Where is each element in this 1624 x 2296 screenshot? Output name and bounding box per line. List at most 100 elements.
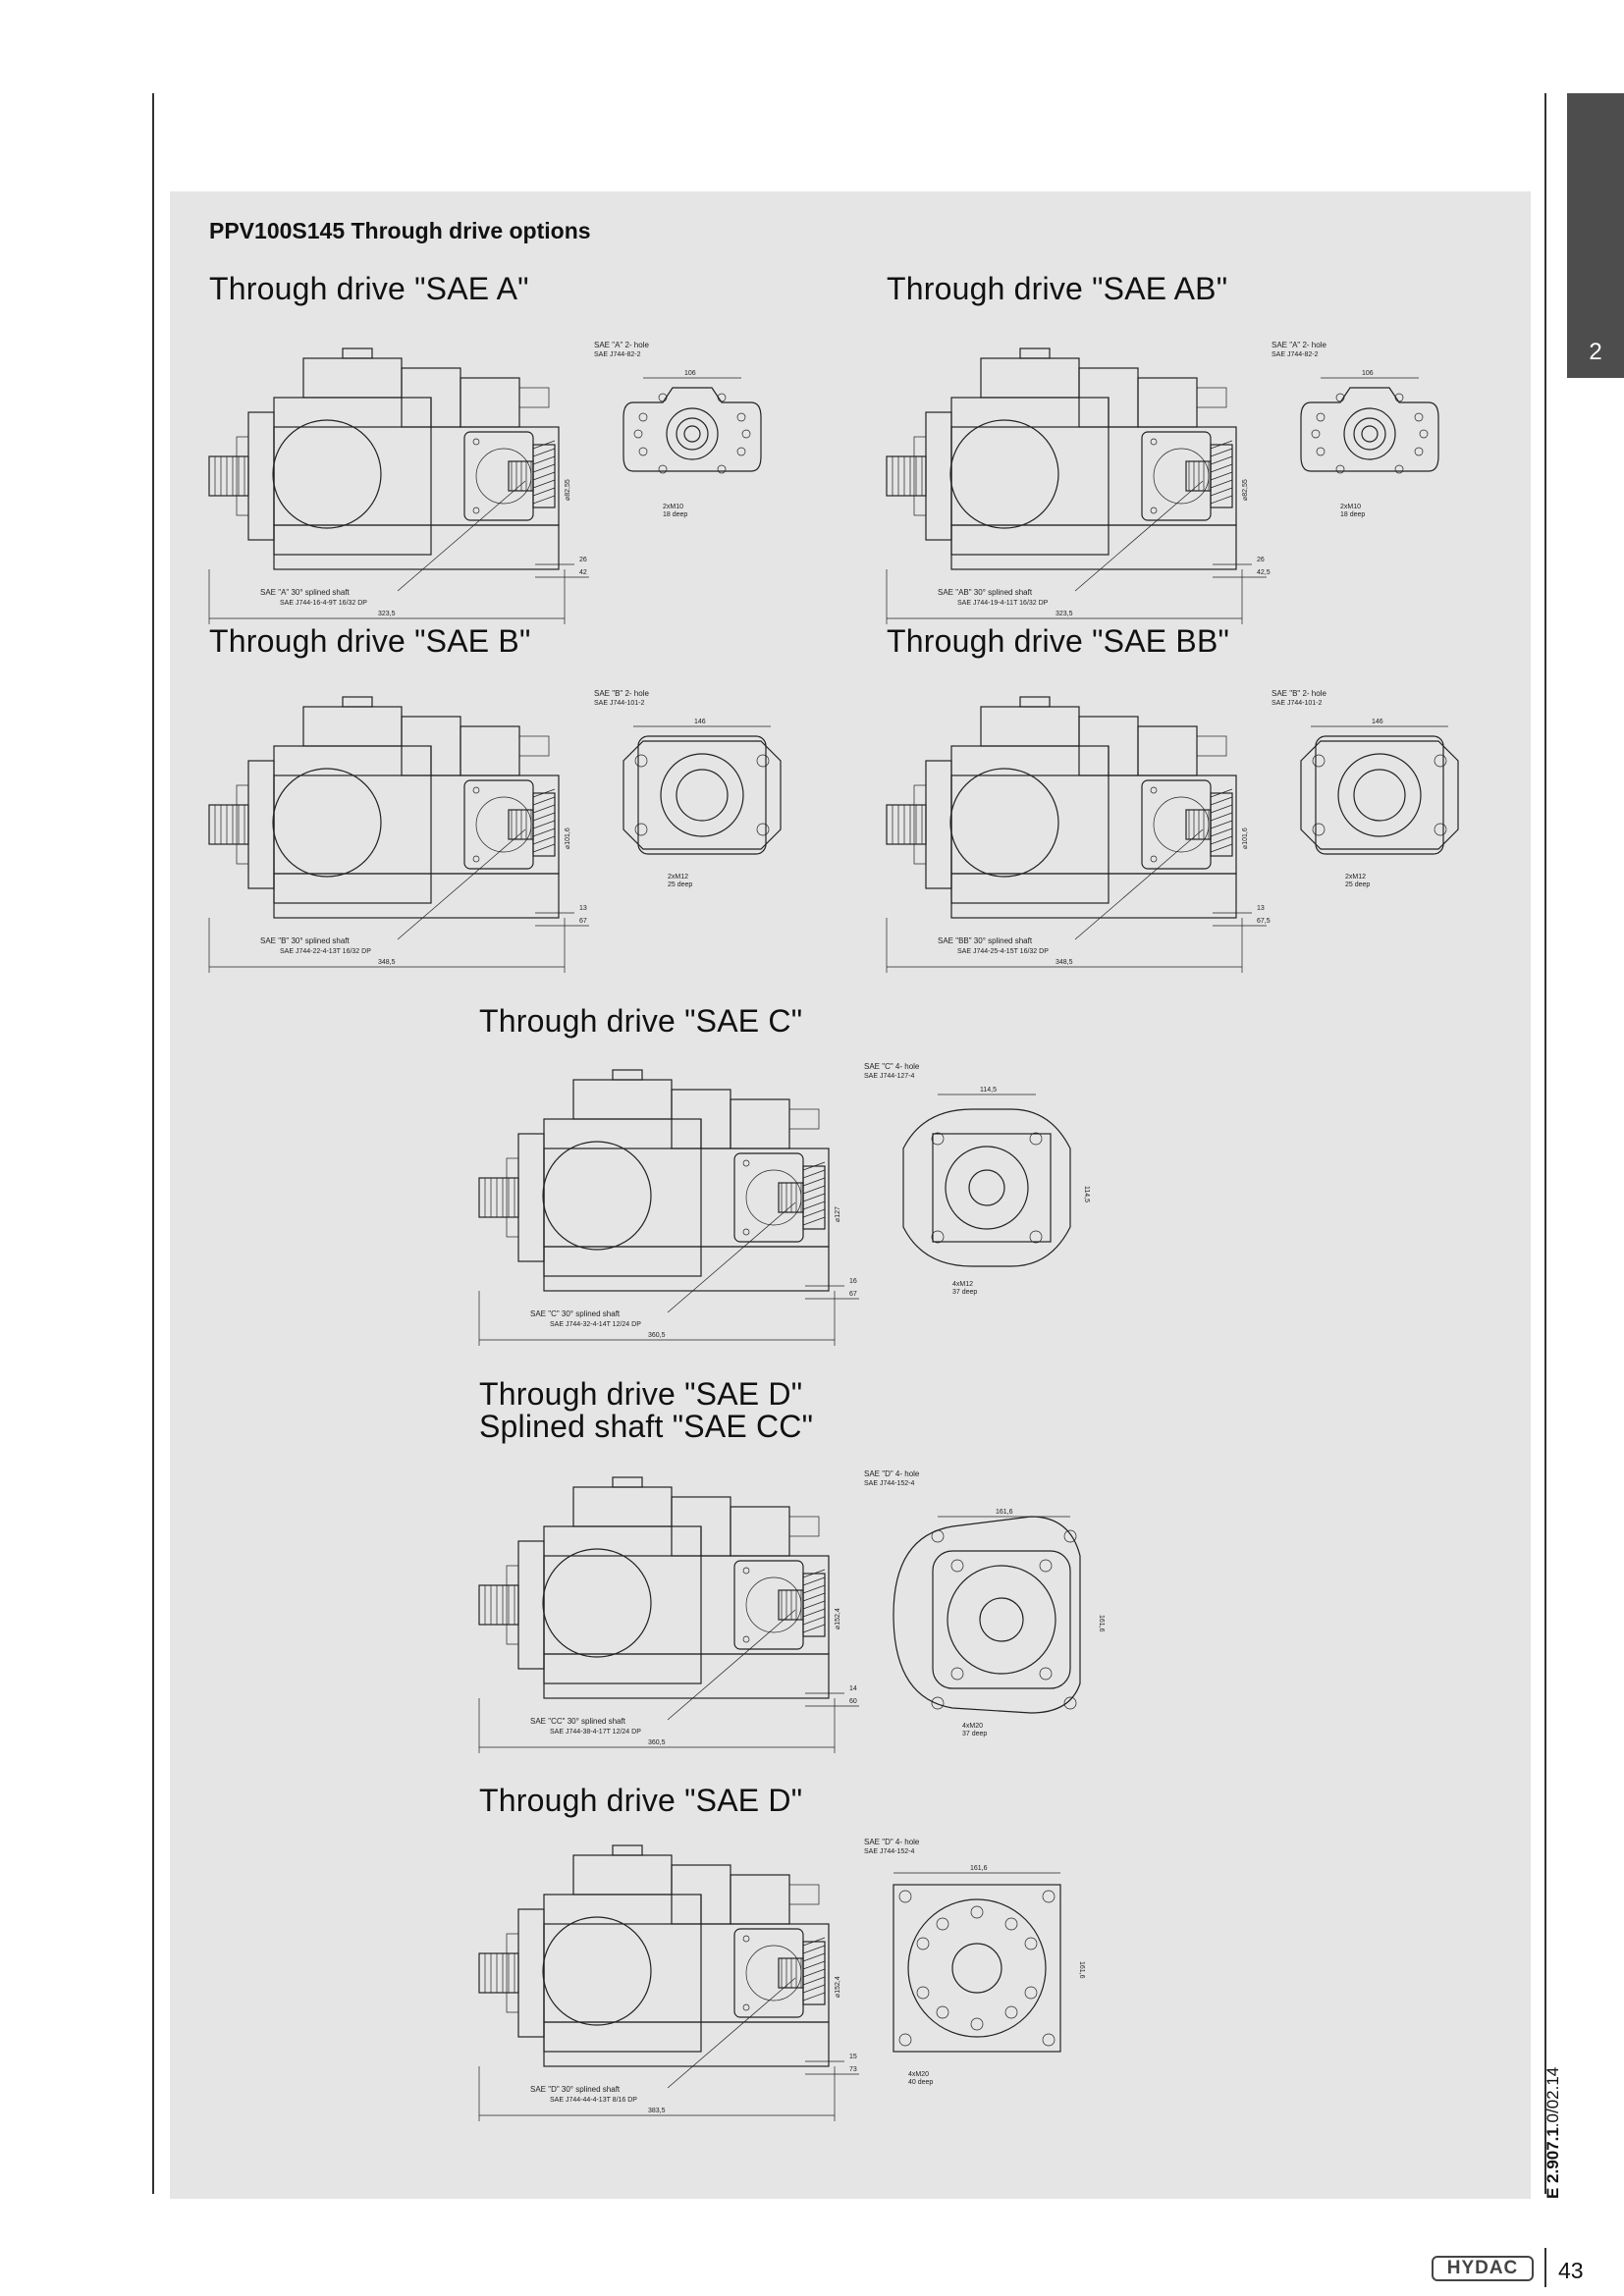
bolt-depth: 18 deep (1340, 511, 1365, 518)
flange-hole-label: SAE "B" 2- hole (594, 689, 649, 698)
section-title-sae-a: Through drive "SAE A" (209, 271, 529, 306)
chapter-tab (1567, 93, 1624, 378)
drawing-sae-b: ⌀101,6 13 67 SAE "B" 2- hole SAE J744-101-2 S… (201, 682, 800, 977)
shaft-std: SAE J744-32-4-14T 12/24 DP (550, 1321, 641, 1328)
drawing-sae-ab: ⌀82,55 26 42,5 SAE "A" 2- hole SAE J744-82-2… (879, 334, 1478, 628)
section-subtitle-sae-cc: Splined shaft "SAE CC" (479, 1409, 814, 1444)
hydac-logo: HYDAC (1432, 2256, 1534, 2281)
drawing-svg: ⌀152,4 14 60 SAE "D" 4- hole SAE J744-152-4 S… (478, 1469, 1105, 1753)
drawing-sae-d-cc: ⌀152,4 14 60 SAE "D" 4- hole SAE J744-152-4 S… (471, 1463, 1218, 1806)
section-title-sae-b: Through drive "SAE B" (209, 623, 531, 659)
pump-side-view (478, 1844, 830, 2067)
document-code-main: E 2.907.1 (1543, 2127, 1562, 2199)
right-margin-rule (1544, 93, 1546, 2194)
drawing-svg: ⌀152,4 15 73 SAE "D" 4- hole SAE J744-152-4 S… (478, 1838, 1085, 2121)
overall-length-dim: 323,5 (1056, 611, 1073, 617)
overall-length-dim: 348,5 (378, 959, 396, 966)
shaft-std: SAE J744-22-4-13T 16/32 DP (280, 948, 371, 955)
pump-side-view (886, 696, 1237, 919)
shaft-label: SAE "CC" 30° splined shaft (530, 1717, 626, 1726)
page-title: PPV100S145 Through drive options (209, 218, 591, 243)
flange-height-dim: 161,6 (1078, 1961, 1085, 1979)
bolt-spec: 2xM10 (663, 504, 683, 510)
flange-hole-label: SAE "C" 4- hole (864, 1062, 920, 1071)
bolt-depth: 25 deep (1345, 881, 1370, 888)
bolt-spec: 2xM10 (1340, 504, 1361, 510)
flange-hole-std: SAE J744-82-2 (594, 351, 641, 358)
flange-height-dim: 161,6 (1098, 1615, 1105, 1632)
page-number: 43 (1558, 2258, 1584, 2283)
drawing-sae-c: ⌀127 16 67 SAE "C" 4- hole SAE J744-127-4 SAE… (471, 1055, 1218, 1399)
depth-dim-2: 67 (849, 1291, 857, 1298)
pilot-diameter-dim: ⌀101,6 (565, 828, 571, 849)
bolt-depth: 25 deep (668, 881, 692, 888)
section-title-sae-d: Through drive "SAE D" (479, 1783, 803, 1818)
shaft-label: SAE "BB" 30° splined shaft (938, 936, 1033, 945)
shaft-std: SAE J744-16-4-9T 16/32 DP (280, 600, 367, 607)
shaft-label: SAE "D" 30° splined shaft (530, 2085, 621, 2094)
pump-side-view (208, 696, 560, 919)
flange-hole-std: SAE J744-152-4 (864, 1848, 914, 1855)
flange-width-dim: 146 (694, 719, 706, 725)
flange-hole-label: SAE "D" 4- hole (864, 1469, 920, 1478)
flange-hole-std: SAE J744-127-4 (864, 1073, 914, 1080)
page-number-separator (1544, 2248, 1546, 2287)
depth-dim-1: 16 (849, 1278, 857, 1285)
pump-side-view (478, 1069, 830, 1292)
flange-width-dim: 146 (1372, 719, 1383, 725)
depth-dim-2: 42 (579, 569, 587, 576)
flange-width-dim: 161,6 (996, 1509, 1013, 1516)
drawing-svg: ⌀101,6 13 67,5 SAE "B" 2- hole SAE J744-101-… (886, 689, 1459, 973)
bolt-spec: 4xM20 (962, 1723, 983, 1730)
overall-length-dim: 323,5 (378, 611, 396, 617)
pump-side-view (208, 347, 560, 570)
flange-width-dim: 106 (1362, 370, 1374, 377)
bolt-spec: 2xM12 (1345, 874, 1366, 881)
depth-dim-2: 67,5 (1257, 918, 1271, 925)
shaft-label: SAE "B" 30° splined shaft (260, 936, 350, 945)
shaft-label: SAE "AB" 30° splined shaft (938, 588, 1033, 597)
depth-dim-1: 15 (849, 2054, 857, 2060)
pilot-diameter-dim: ⌀127 (835, 1206, 841, 1222)
drawing-svg: ⌀101,6 13 67 SAE "B" 2- hole SAE J744-101-2 S… (208, 689, 782, 973)
depth-dim-1: 26 (579, 557, 587, 563)
flange-hole-label: SAE "D" 4- hole (864, 1838, 920, 1846)
flange-hole-std: SAE J744-152-4 (864, 1480, 914, 1487)
pilot-diameter-dim: ⌀152,4 (835, 1608, 841, 1629)
shaft-std: SAE J744-25-4-15T 16/32 DP (957, 948, 1049, 955)
flange-hole-std: SAE J744-101-2 (1272, 700, 1322, 707)
depth-dim-2: 42,5 (1257, 569, 1271, 576)
section-title-sae-bb: Through drive "SAE BB" (887, 623, 1230, 659)
flange-hole-std: SAE J744-101-2 (594, 700, 644, 707)
depth-dim-2: 73 (849, 2066, 857, 2073)
shaft-label: SAE "A" 30° splined shaft (260, 588, 350, 597)
flange-width-dim: 161,6 (970, 1865, 988, 1872)
document-code: E 2.907.1.0/02.14 (1543, 2066, 1562, 2199)
left-margin-rule (152, 93, 154, 2194)
pump-side-view (886, 347, 1237, 570)
depth-dim-2: 67 (579, 918, 587, 925)
section-title-sae-d-cc: Through drive "SAE D" (479, 1376, 803, 1412)
bolt-depth: 37 deep (962, 1731, 987, 1737)
overall-length-dim: 383,5 (648, 2108, 666, 2114)
flange-hole-std: SAE J744-82-2 (1272, 351, 1319, 358)
flange-hole-label: SAE "A" 2- hole (1272, 341, 1326, 349)
section-title-sae-c: Through drive "SAE C" (479, 1003, 803, 1039)
depth-dim-1: 26 (1257, 557, 1265, 563)
pilot-diameter-dim: ⌀82,55 (1242, 479, 1249, 501)
drawing-sae-bb: ⌀101,6 13 67,5 SAE "B" 2- hole SAE J744-101-… (879, 682, 1478, 977)
flange-height-dim: 114,5 (1083, 1186, 1090, 1202)
bolt-spec: 4xM12 (952, 1281, 973, 1288)
flange-hole-label: SAE "B" 2- hole (1272, 689, 1326, 698)
drawing-svg: ⌀127 16 67 SAE "C" 4- hole SAE J744-127-4 SAE… (478, 1062, 1090, 1346)
pilot-diameter-dim: ⌀101,6 (1242, 828, 1249, 849)
depth-dim-1: 13 (1257, 905, 1265, 912)
pilot-diameter-dim: ⌀82,55 (565, 479, 571, 501)
pump-side-view (478, 1476, 830, 1699)
overall-length-dim: 360,5 (648, 1332, 666, 1339)
